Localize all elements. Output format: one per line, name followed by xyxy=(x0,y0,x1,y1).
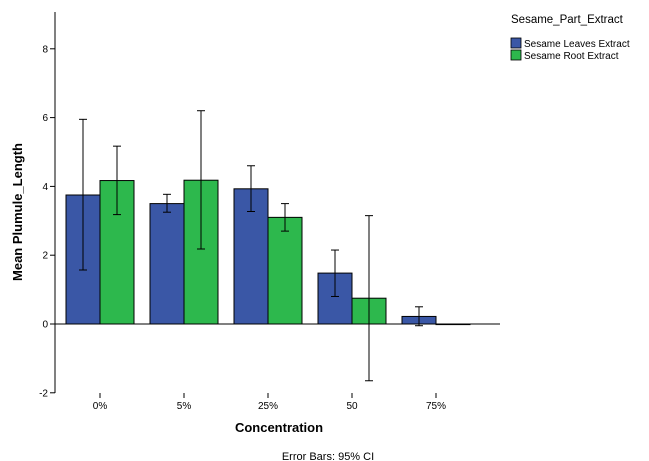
x-tick-label: 5% xyxy=(177,401,192,412)
y-axis: -2 0 2 4 6 8 xyxy=(39,12,56,399)
error-bar-note: Error Bars: 95% CI xyxy=(282,451,374,461)
bars xyxy=(65,179,471,326)
legend-title: Sesame_Part_Extract xyxy=(511,14,624,26)
error-bar xyxy=(331,249,339,297)
x-axis-title: Concentration xyxy=(235,420,323,435)
y-tick-label: -2 xyxy=(39,388,48,399)
legend-label: Sesame Leaves Extract xyxy=(524,39,630,50)
legend-label: Sesame Root Extract xyxy=(524,51,619,62)
legend-swatch xyxy=(510,37,522,49)
error-bar xyxy=(79,118,87,271)
x-tick-label: 25% xyxy=(258,401,278,412)
error-bar xyxy=(415,306,423,327)
error-bar xyxy=(247,165,255,213)
x-tick-label: 50 xyxy=(346,401,358,412)
y-tick-label: 6 xyxy=(42,113,48,124)
error-bars xyxy=(79,110,423,382)
x-axis: 0% 5% 25% 50 75% xyxy=(55,323,500,412)
y-tick-label: 0 xyxy=(42,320,48,331)
y-tick-label: 4 xyxy=(42,182,48,193)
y-tick-label: 8 xyxy=(42,44,48,55)
x-tick-label: 0% xyxy=(93,401,108,412)
error-bar xyxy=(197,110,205,250)
error-bar xyxy=(281,203,289,232)
x-tick-label: 75% xyxy=(426,401,446,412)
y-axis-title: Mean Plumule_Length xyxy=(10,143,25,281)
error-bar xyxy=(365,215,373,382)
bar-root-2 xyxy=(267,216,303,325)
error-bar xyxy=(163,193,171,213)
y-tick-label: 2 xyxy=(42,251,48,262)
bar-root-0 xyxy=(99,180,135,325)
legend-swatch xyxy=(510,49,522,61)
legend: Sesame_Part_Extract Sesame Leaves Extrac… xyxy=(510,14,630,62)
bar-leaves-1 xyxy=(149,203,185,325)
error-bar xyxy=(113,145,121,216)
bar-root-4 xyxy=(435,323,471,326)
